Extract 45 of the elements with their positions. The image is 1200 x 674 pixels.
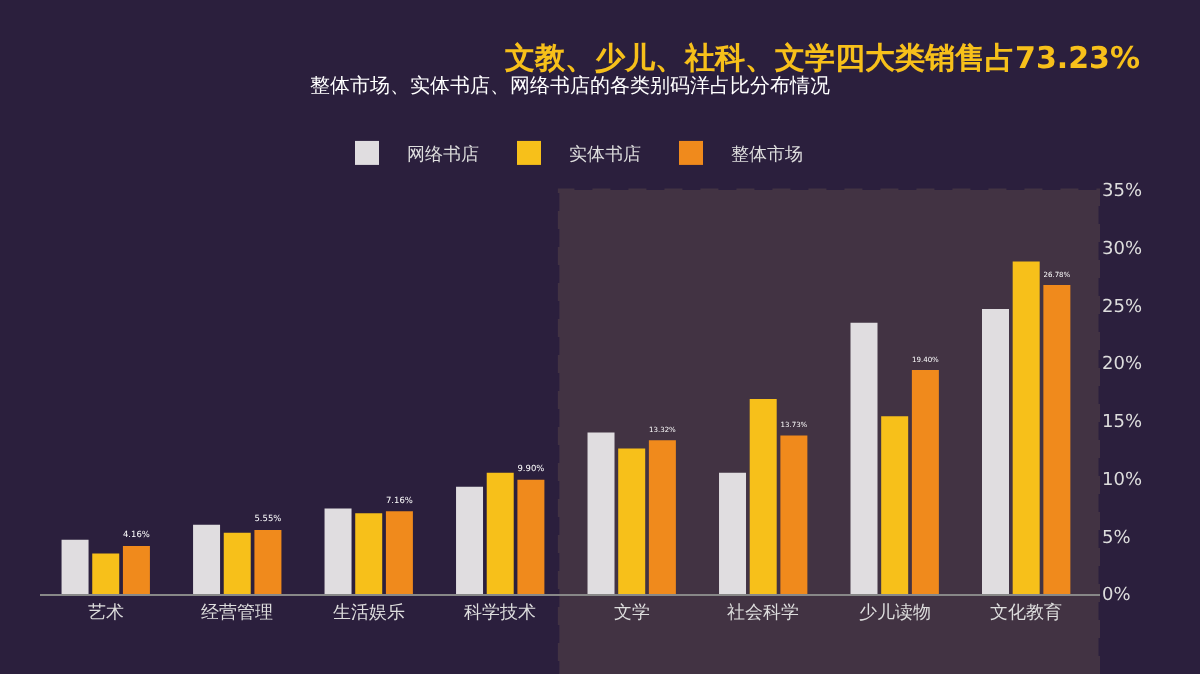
legend-label: 实体书店 [569,143,641,166]
bar [749,398,777,594]
bar [355,513,383,594]
bar [456,486,484,594]
bar [719,472,747,594]
bar [1012,261,1040,594]
bar [324,508,352,594]
x-tick-label: 社会科学 [727,601,800,624]
bar [1043,284,1071,594]
x-tick-label: 艺术 [87,601,124,624]
y-tick-label: 30% [1102,240,1143,261]
y-tick-label: 0% [1102,586,1132,607]
x-tick-label: 经营管理 [201,601,274,624]
bar [911,370,939,594]
y-tick-label: 35% [1102,182,1143,203]
legend-label: 整体市场 [731,143,803,166]
y-tick-label: 15% [1102,413,1143,434]
bar [122,545,150,594]
x-tick-label: 文学 [613,601,650,624]
bar [223,532,251,594]
y-tick-label: 20% [1102,355,1143,376]
legend-label: 网络书店 [407,143,479,166]
bar [780,435,808,594]
bar [517,479,545,594]
bar [92,553,120,594]
bar [982,308,1009,594]
x-tick-label: 少儿读物 [858,601,931,624]
y-tick-label: 10% [1102,470,1143,491]
y-tick-label: 5% [1102,528,1132,549]
bar [850,322,878,594]
x-tick-label: 生活娱乐 [332,601,405,624]
bar [254,529,282,594]
chart-subtitle: 整体市场、实体书店、网络书店的各类别码洋占比分布情况 [310,74,830,98]
y-tick-label: 25% [1102,297,1143,318]
bar [385,511,413,594]
bar [587,432,615,594]
bar [618,448,646,594]
x-tick-label: 文化教育 [990,601,1063,624]
bar [881,416,909,594]
bar [648,440,676,594]
x-tick-label: 科学技术 [464,601,537,624]
chart-title: 文教、少儿、社科、文学四大类销售占73.23% [503,40,1140,77]
bar [61,539,89,594]
bar [193,524,221,594]
bar [486,472,514,594]
